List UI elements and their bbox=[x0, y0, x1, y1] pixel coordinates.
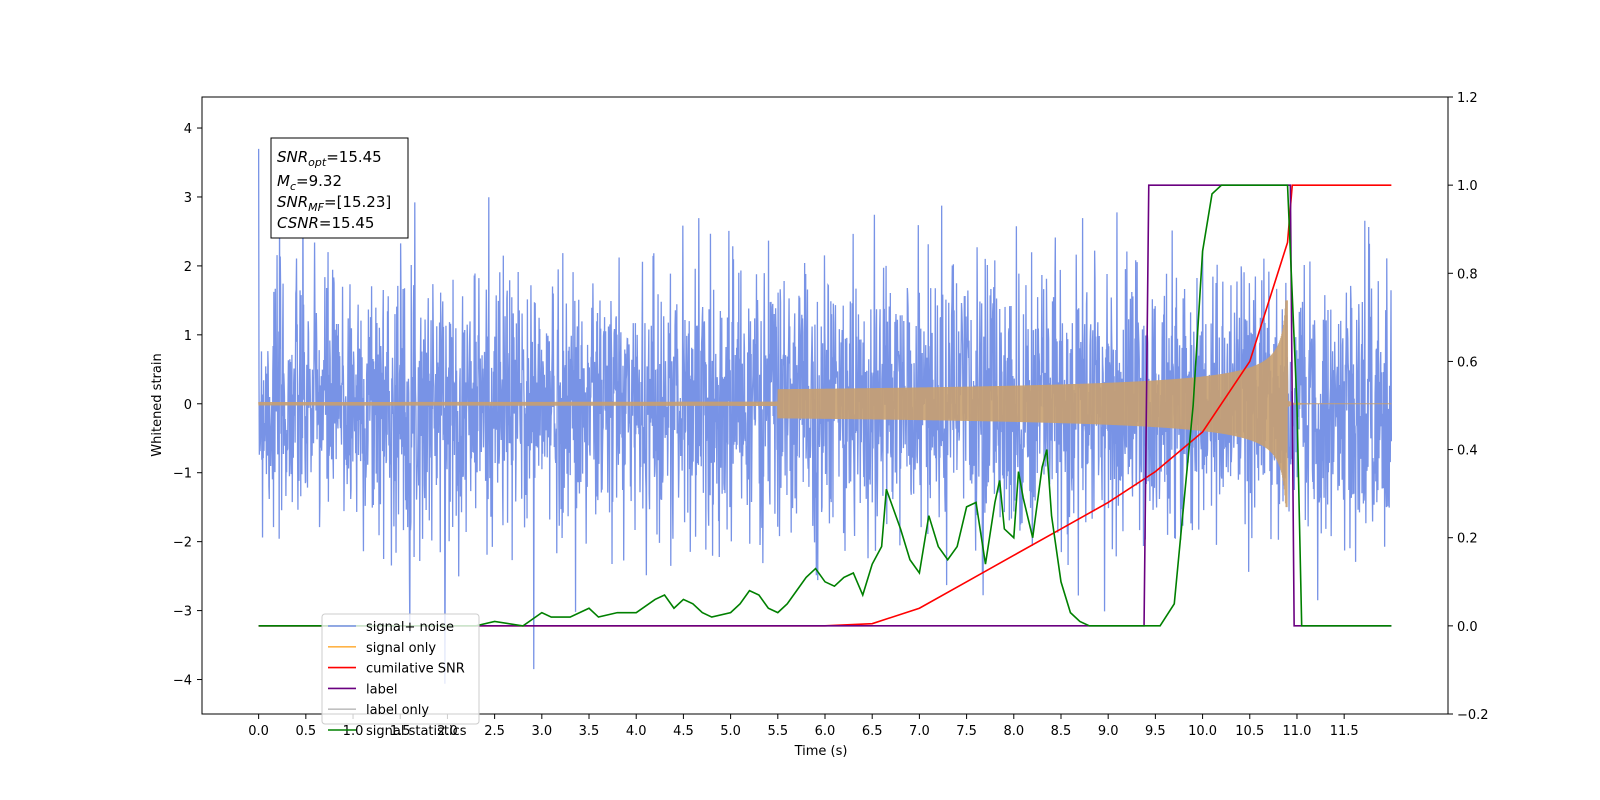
y-left-tick-label: 0 bbox=[184, 398, 192, 413]
legend-label: signal only bbox=[366, 641, 436, 656]
legend: signal+ noise signal only cumilative SNR la… bbox=[321, 613, 480, 739]
series-signal-only bbox=[258, 300, 1392, 508]
x-tick-label: 4.5 bbox=[673, 724, 694, 739]
y-right-tick-label: 1.0 bbox=[1457, 179, 1478, 194]
x-tick-label: 3.5 bbox=[579, 724, 600, 739]
y-left-tick-label: −3 bbox=[173, 605, 192, 620]
series-cumilative-snr bbox=[258, 184, 1392, 627]
plot-layer bbox=[257, 148, 1393, 684]
x-tick-label: 0.5 bbox=[295, 724, 316, 739]
legend-label: cumilative SNR bbox=[366, 662, 465, 677]
series-signal-statistics bbox=[258, 184, 1392, 627]
annotation-box: SNRopt=15.45 Mc=9.32 SNRMF=[15.23] CSNR=… bbox=[270, 137, 409, 239]
y-axis-label: Whitened strain bbox=[150, 353, 165, 456]
y-left-tick-label: 1 bbox=[184, 329, 192, 344]
x-tick-label: 3.0 bbox=[531, 724, 552, 739]
x-tick-label: 6.0 bbox=[815, 724, 836, 739]
y-axis-left: 4 3 2 1 0 −1 −2 −3 −4 bbox=[173, 122, 202, 689]
x-tick-label: 9.5 bbox=[1145, 724, 1166, 739]
x-tick-label: 10.5 bbox=[1235, 724, 1264, 739]
x-tick-label: 2.0 bbox=[437, 724, 458, 739]
y-right-tick-label: 0.8 bbox=[1457, 267, 1478, 282]
legend-label: label only bbox=[366, 703, 429, 718]
y-right-tick-label: −0.2 bbox=[1457, 708, 1489, 723]
legend-label: label bbox=[366, 682, 397, 697]
x-tick-label: 5.0 bbox=[720, 724, 741, 739]
y-left-tick-label: −1 bbox=[173, 467, 192, 482]
x-tick-label: 4.0 bbox=[626, 724, 647, 739]
x-tick-label: 7.5 bbox=[956, 724, 977, 739]
x-tick-label: 1.0 bbox=[343, 724, 364, 739]
y-left-tick-label: −4 bbox=[173, 674, 192, 689]
series-signal-noise bbox=[257, 148, 1393, 684]
x-tick-label: 2.5 bbox=[484, 724, 505, 739]
annotation-mc: Mc=9.32 bbox=[277, 172, 342, 193]
y-left-tick-label: 2 bbox=[184, 260, 192, 275]
x-tick-label: 11.5 bbox=[1330, 724, 1359, 739]
y-axis-right: 1.2 1.0 0.8 0.6 0.4 0.2 0.0 −0.2 bbox=[1448, 91, 1489, 723]
x-tick-label: 8.0 bbox=[1003, 724, 1024, 739]
x-axis: 0.0 0.5 1.0 1.5 2.0 2.5 3.0 3.5 4.0 4.5 5.0 5.5 6.0 6… bbox=[248, 714, 1359, 739]
y-left-tick-label: −2 bbox=[173, 536, 192, 551]
legend-box bbox=[321, 613, 480, 725]
y-right-tick-label: 0.0 bbox=[1457, 620, 1478, 635]
x-tick-label: 10.0 bbox=[1188, 724, 1217, 739]
legend-label: signal statistics bbox=[366, 724, 467, 739]
x-tick-label: 7.0 bbox=[909, 724, 930, 739]
y-left-tick-label: 4 bbox=[184, 122, 192, 137]
y-left-tick-label: 3 bbox=[184, 191, 192, 206]
x-tick-label: 0.0 bbox=[248, 724, 269, 739]
annotation-snr-opt: SNRopt=15.45 bbox=[277, 148, 382, 169]
annotation-snr-mf: SNRMF=[15.23] bbox=[277, 193, 391, 214]
y-right-tick-label: 1.2 bbox=[1457, 91, 1478, 106]
x-tick-label: 6.5 bbox=[862, 724, 883, 739]
x-axis-label: Time (s) bbox=[794, 744, 848, 759]
y-right-tick-label: 0.2 bbox=[1457, 532, 1478, 547]
x-tick-label: 8.5 bbox=[1051, 724, 1072, 739]
x-tick-label: 11.0 bbox=[1282, 724, 1311, 739]
x-tick-label: 5.5 bbox=[767, 724, 788, 739]
x-tick-label: 9.0 bbox=[1098, 724, 1119, 739]
x-tick-label: 1.5 bbox=[390, 724, 411, 739]
legend-label: signal+ noise bbox=[366, 620, 454, 635]
annotation-csnr: CSNR=15.45 bbox=[277, 214, 374, 232]
y-right-tick-label: 0.4 bbox=[1457, 444, 1478, 459]
y-right-tick-label: 0.6 bbox=[1457, 355, 1478, 370]
